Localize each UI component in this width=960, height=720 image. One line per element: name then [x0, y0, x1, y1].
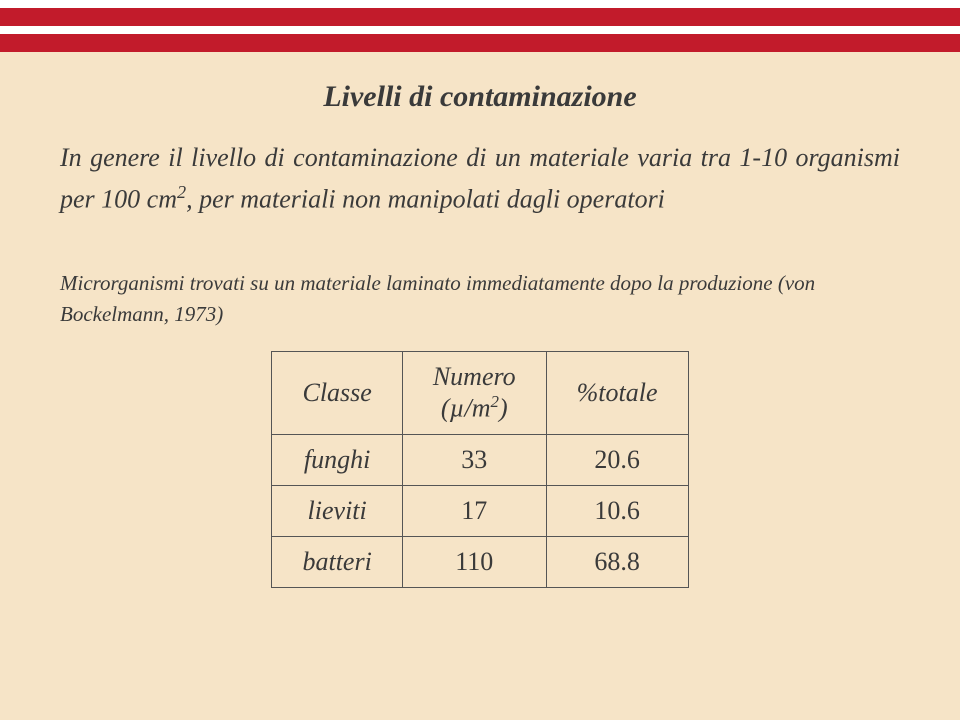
bar-red-2: [0, 34, 960, 52]
numero-unit-sup: 2: [490, 392, 498, 411]
col-header-numero: Numero (µ/m2): [402, 352, 546, 435]
table-row: funghi 33 20.6: [272, 434, 688, 485]
numero-unit-pre: (µ/m: [441, 394, 491, 423]
numero-label: Numero: [433, 362, 516, 391]
bar-white: [0, 0, 960, 8]
bar-white-2: [0, 26, 960, 34]
header-bars: [0, 0, 960, 52]
table-wrapper: Classe Numero (µ/m2) %totale funghi 33 2…: [60, 351, 900, 588]
cell-pct: 68.8: [546, 536, 688, 587]
table-row: lieviti 17 10.6: [272, 485, 688, 536]
intro-paragraph: In genere il livello di contaminazione d…: [60, 138, 900, 220]
cell-classe: lieviti: [272, 485, 402, 536]
table-header-row: Classe Numero (µ/m2) %totale: [272, 352, 688, 435]
cell-numero: 110: [402, 536, 546, 587]
slide-content: Livelli di contaminazione In genere il l…: [0, 52, 960, 608]
bar-red-1: [0, 8, 960, 26]
cell-classe: batteri: [272, 536, 402, 587]
col-header-classe: Classe: [272, 352, 402, 435]
cell-pct: 20.6: [546, 434, 688, 485]
table-row: batteri 110 68.8: [272, 536, 688, 587]
col-header-totale: %totale: [546, 352, 688, 435]
cell-pct: 10.6: [546, 485, 688, 536]
numero-unit-post: ): [499, 394, 508, 423]
para1-text-post: , per materiali non manipolati dagli ope…: [186, 185, 665, 214]
slide-title: Livelli di contaminazione: [60, 80, 900, 114]
para1-superscript: 2: [177, 182, 186, 202]
cell-numero: 33: [402, 434, 546, 485]
cell-numero: 17: [402, 485, 546, 536]
microorganisms-table: Classe Numero (µ/m2) %totale funghi 33 2…: [271, 351, 688, 588]
caption-paragraph: Microrganismi trovati su un materiale la…: [60, 268, 900, 329]
cell-classe: funghi: [272, 434, 402, 485]
